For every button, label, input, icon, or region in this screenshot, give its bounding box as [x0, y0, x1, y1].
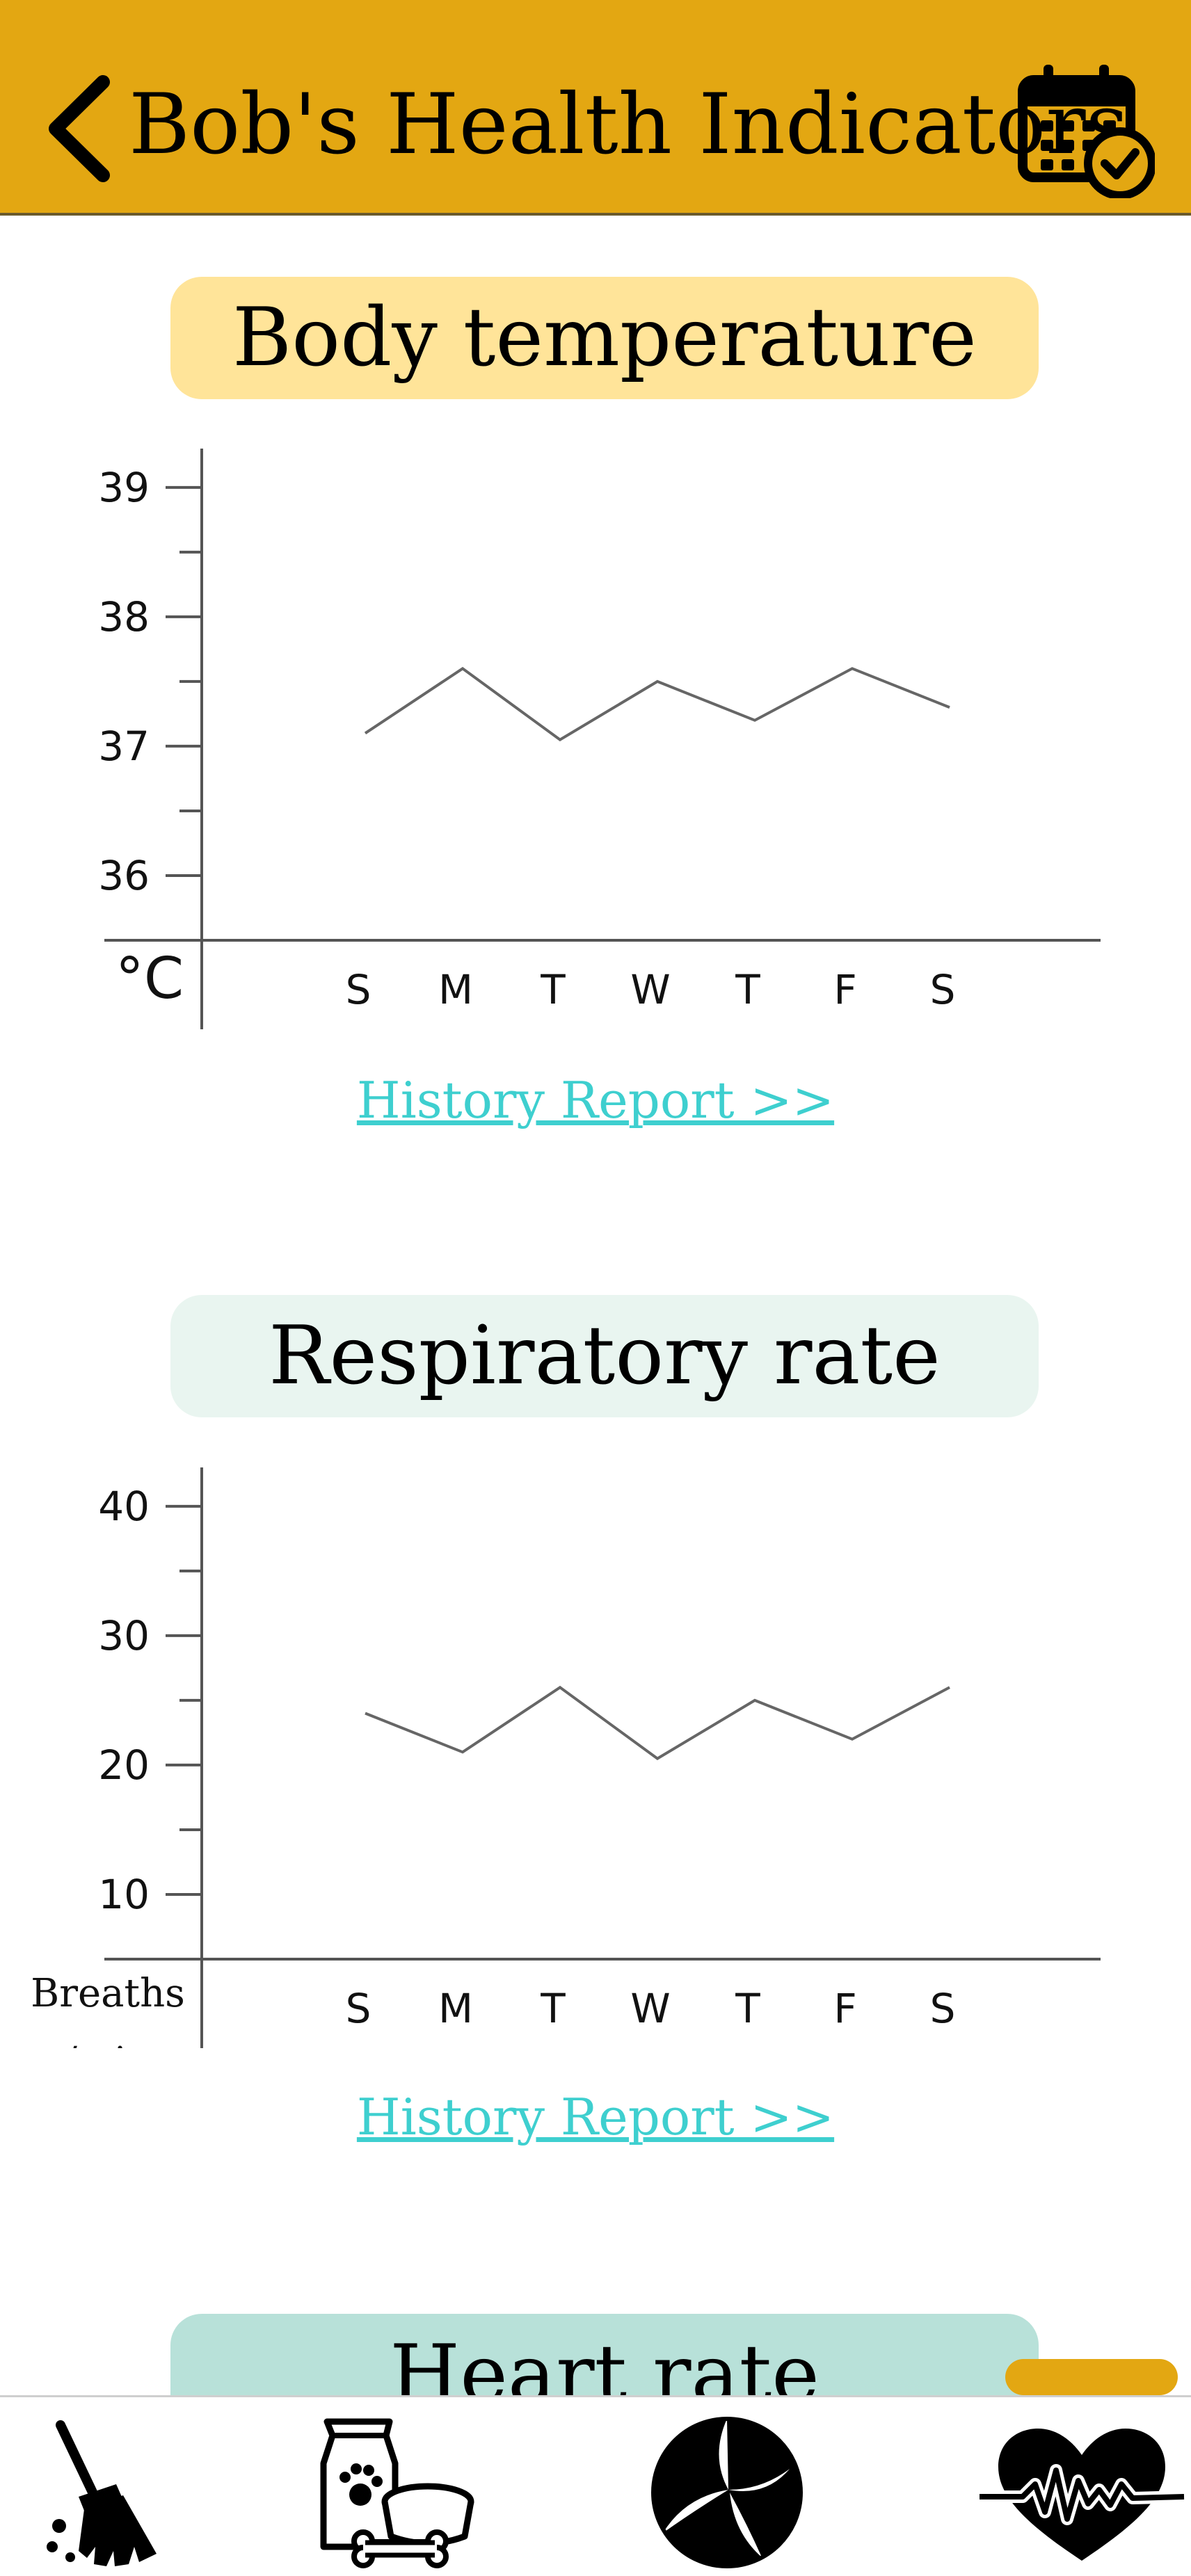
x-tick-label: S [346, 966, 371, 1013]
calendar-check-icon[interactable] [1016, 59, 1155, 198]
y-tick-label: 38 [98, 593, 150, 641]
respiratory-rate-chart: 10 20 30 40 S M T W T F S Breaths /min [31, 1467, 1101, 2048]
body-temperature-chart: 36 37 38 39 S M T W T F S °C [98, 449, 1101, 1029]
chevron-left-icon[interactable] [42, 70, 118, 188]
pet-food-icon[interactable] [313, 2415, 480, 2571]
history-report-link[interactable]: History Report >> [356, 2088, 835, 2146]
y-tick-label: 39 [98, 464, 150, 511]
y-tick-label: 40 [98, 1483, 150, 1530]
x-tick-label: T [540, 1985, 566, 2032]
page-title: Bob's Health Indicators [129, 77, 1129, 173]
ball-icon[interactable] [644, 2415, 810, 2571]
history-report-link[interactable]: History Report >> [356, 1071, 835, 1129]
series-line [365, 1685, 950, 1761]
x-tick-label: T [735, 1985, 760, 2032]
heartbeat-icon[interactable] [974, 2415, 1190, 2571]
scroll-indicator[interactable] [1005, 2359, 1178, 2395]
x-tick-label: S [930, 1985, 956, 2032]
y-tick-label: 37 [98, 723, 150, 770]
bottom-nav [0, 2395, 1191, 2576]
x-tick-label: F [833, 1985, 856, 2032]
unit-label-line1: Breaths [31, 1971, 185, 2016]
x-tick-label: T [735, 966, 760, 1013]
x-tick-label: F [833, 966, 856, 1013]
x-tick-label: W [630, 966, 670, 1013]
y-tick-label: 30 [98, 1612, 150, 1659]
y-tick-label: 36 [98, 852, 150, 899]
y-tick-label: 20 [98, 1741, 150, 1789]
series-line [364, 666, 950, 742]
unit-label-line2: /min [64, 2039, 152, 2048]
app-header: Bob's Health Indicators [0, 0, 1191, 216]
x-tick-label: T [540, 966, 566, 1013]
broom-icon[interactable] [17, 2415, 184, 2571]
x-tick-label: M [438, 1985, 473, 2032]
x-tick-label: W [630, 1985, 670, 2032]
y-tick-label: 10 [98, 1871, 150, 1918]
x-tick-label: S [930, 966, 956, 1013]
unit-label: °C [115, 946, 184, 1012]
section-title-body-temperature: Body temperature [170, 277, 1039, 399]
x-tick-label: M [438, 966, 473, 1013]
section-title-respiratory-rate: Respiratory rate [170, 1295, 1039, 1417]
x-tick-label: S [346, 1985, 371, 2032]
